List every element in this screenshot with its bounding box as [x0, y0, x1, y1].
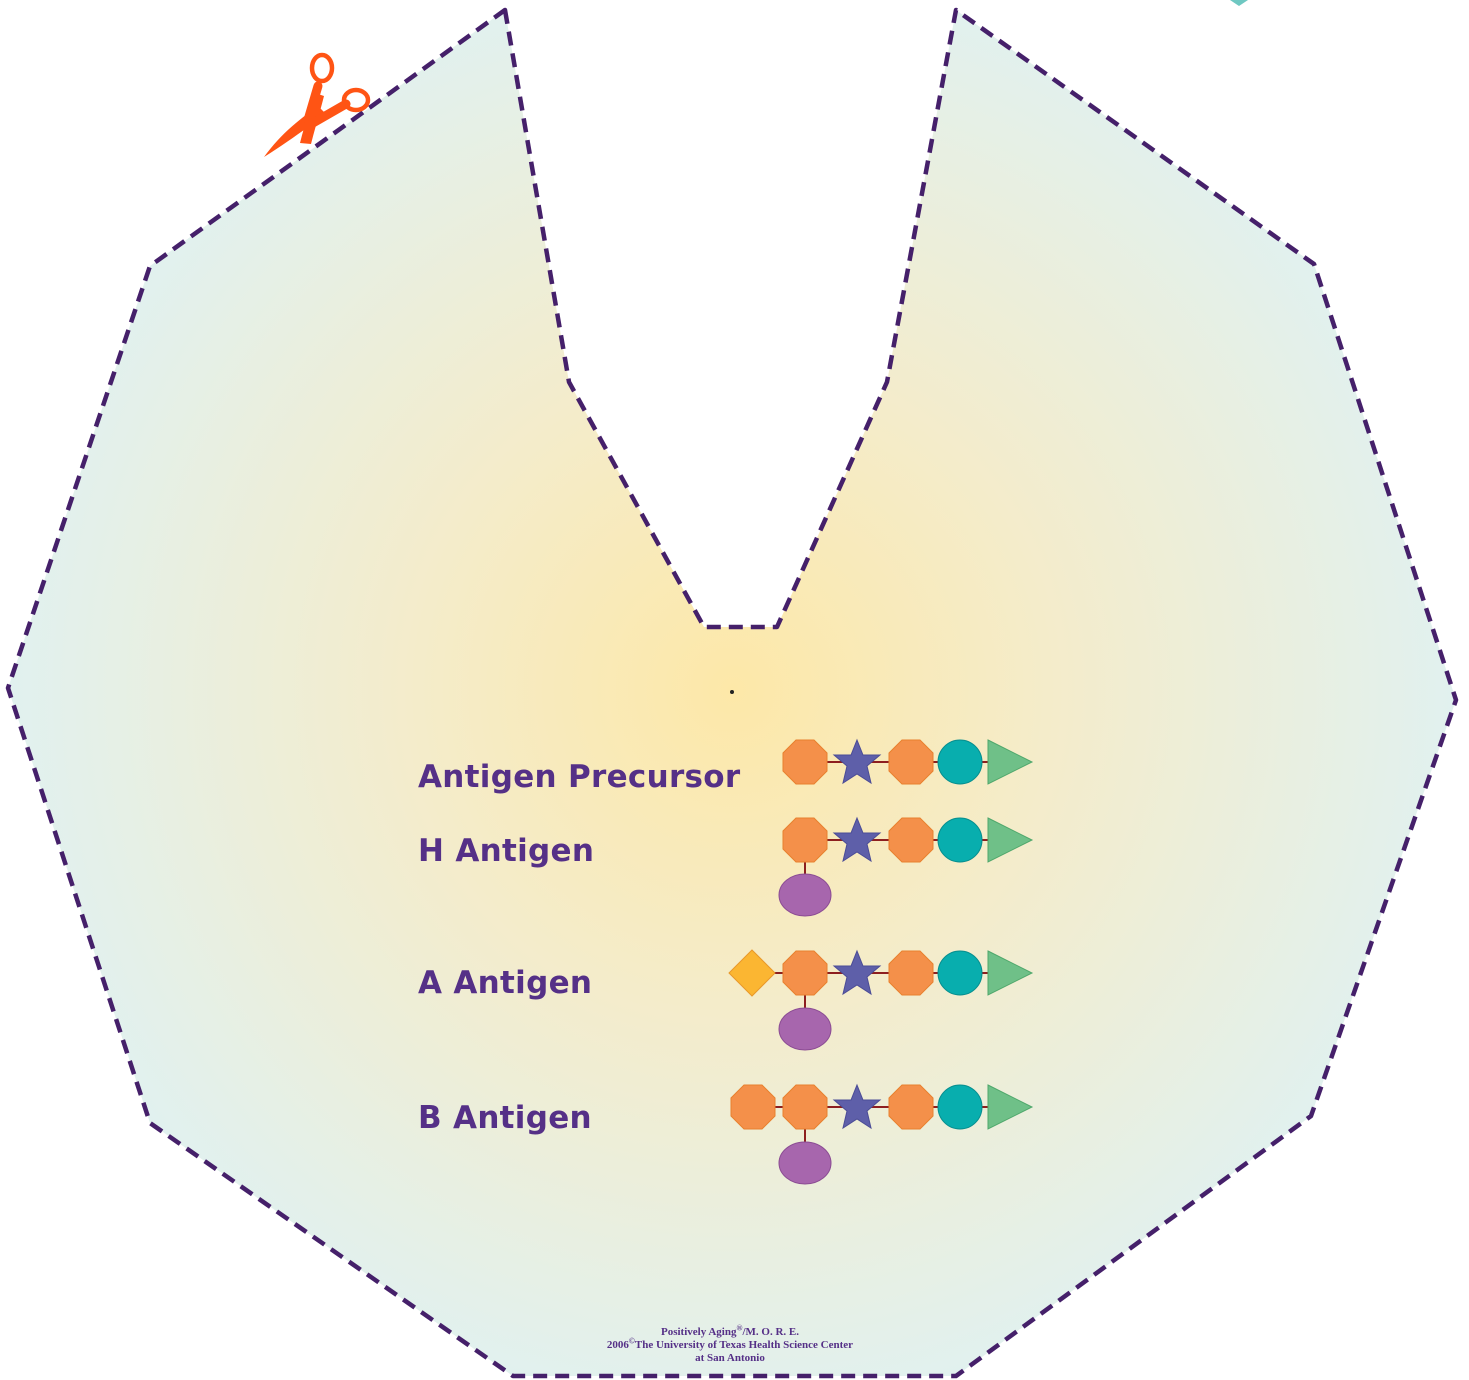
- credits-line-3: at San Antonio: [695, 1352, 765, 1364]
- copyright-credits: Positively Aging®/M. O. R. E. 2006©The U…: [530, 1323, 930, 1365]
- purple-oval: [778, 1141, 832, 1185]
- blue-star: [832, 738, 882, 785]
- purple-oval: [778, 1007, 832, 1051]
- antigen-precursor-label: Antigen Precursor: [418, 759, 741, 795]
- a-antigen-label: A Antigen: [418, 965, 593, 1001]
- teal-circle: [937, 1084, 983, 1130]
- blue-star: [832, 816, 882, 863]
- green-triangle: [987, 950, 1034, 996]
- organization-name: The University of Texas Health Science C…: [634, 1339, 854, 1351]
- center-dot: [730, 690, 734, 694]
- copyright-year: 2006: [606, 1339, 629, 1351]
- copyright-mark: ©: [628, 1336, 635, 1346]
- corner-mark-icon: [1230, 0, 1248, 6]
- green-triangle: [987, 739, 1034, 785]
- b-antigen-label: B Antigen: [418, 1100, 592, 1136]
- a-antigen-chain: [728, 949, 1034, 1051]
- teal-circle: [937, 739, 983, 785]
- orange-octagon: [888, 739, 934, 785]
- h-antigen-label: H Antigen: [418, 833, 595, 869]
- blue-star: [832, 1083, 882, 1130]
- credits-line-2: 2006©The University of Texas Health Scie…: [530, 1336, 930, 1352]
- h-antigen-chain: [778, 816, 1034, 917]
- purple-oval: [778, 873, 832, 917]
- green-triangle: [987, 817, 1034, 863]
- orange-octagon: [782, 739, 828, 785]
- blue-star: [832, 949, 882, 996]
- green-triangle: [987, 1084, 1034, 1130]
- teal-circle: [937, 950, 983, 996]
- credits-line-1: Positively Aging®/M. O. R. E.: [530, 1323, 930, 1339]
- orange-octagon: [782, 950, 828, 996]
- orange-octagon: [782, 817, 828, 863]
- teal-circle: [937, 817, 983, 863]
- orange-octagon: [730, 1084, 776, 1130]
- orange-octagon: [888, 950, 934, 996]
- orange-octagon: [888, 817, 934, 863]
- registered-mark: ®: [736, 1323, 743, 1333]
- orange-octagon: [888, 1084, 934, 1130]
- brand-name: Positively Aging: [661, 1326, 737, 1338]
- brand-suffix: /M. O. R. E.: [742, 1326, 799, 1338]
- scissors-icon: [264, 52, 371, 157]
- orange-octagon: [782, 1084, 828, 1130]
- yellow-diamond: [728, 949, 776, 997]
- b-antigen-chain: [730, 1083, 1034, 1185]
- precursor-chain: [782, 738, 1034, 785]
